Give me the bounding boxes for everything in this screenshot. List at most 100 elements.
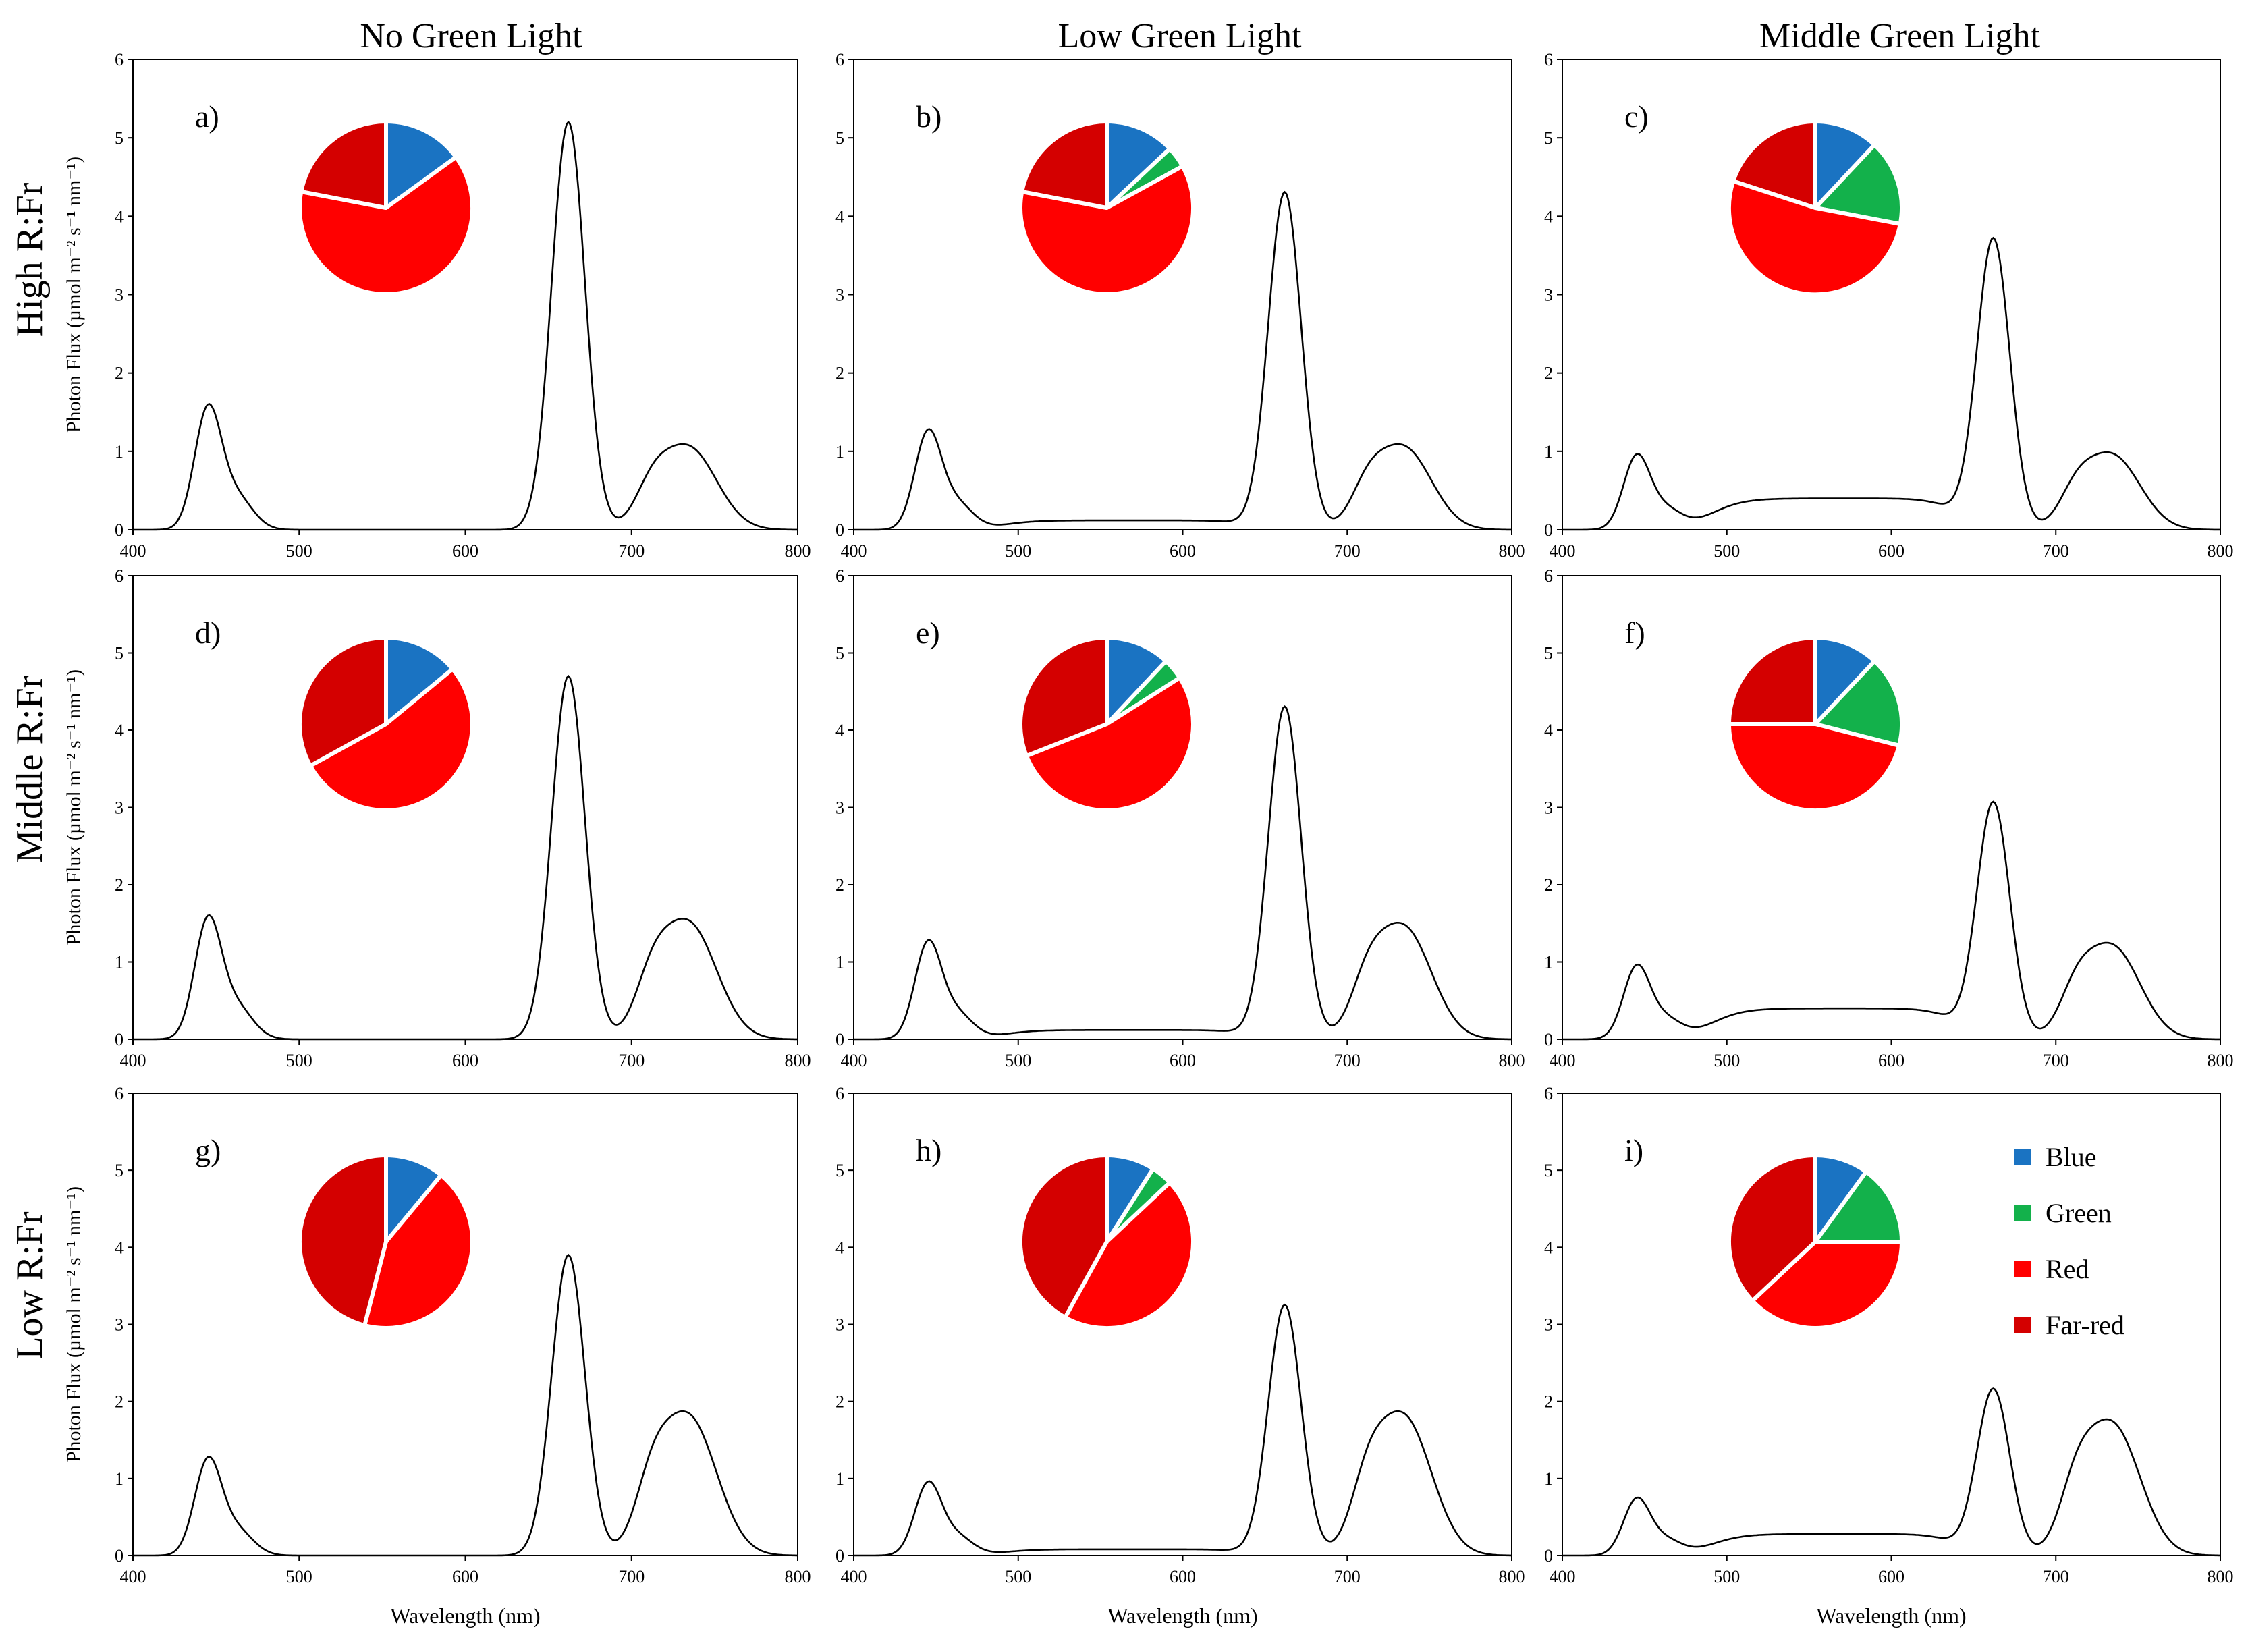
x-tick-label: 500 — [1714, 1567, 1740, 1587]
x-tick-label: 700 — [618, 1051, 645, 1070]
x-tick-label: 800 — [2208, 1051, 2234, 1070]
y-tick-label: 5 — [115, 128, 124, 148]
y-tick-label: 3 — [835, 285, 844, 305]
x-tick-label: 600 — [1170, 541, 1196, 561]
pie-slice-red — [1726, 179, 1902, 297]
plot-frame — [853, 59, 1512, 530]
y-tick-label: 4 — [835, 206, 844, 226]
pie-slice-green — [1813, 1169, 1904, 1244]
pie-slice-red — [298, 155, 474, 297]
pie-slice-green — [1813, 659, 1904, 748]
y-tick-label: 3 — [115, 285, 124, 305]
row-title-middle-rfr: Middle R:Fr — [9, 675, 51, 863]
spectrum-line — [1562, 1387, 2220, 1557]
y-tick-label: 0 — [835, 1030, 844, 1049]
y-tick-label: 2 — [1544, 875, 1553, 895]
spectrum-line — [133, 1253, 798, 1557]
x-tick-label: 600 — [1878, 1051, 1904, 1070]
y-tick-label: 6 — [835, 566, 844, 586]
y-tick-label: 4 — [1544, 1238, 1553, 1257]
y-axis-label: Photon Flux (µmol m⁻² s⁻¹ nm⁻¹) — [63, 157, 85, 433]
row-title-high-rfr: High R:Fr — [9, 182, 51, 337]
plot-frame — [1562, 575, 2221, 1040]
column-title-low-green: Low Green Light — [1058, 17, 1302, 55]
y-tick-label: 4 — [115, 721, 124, 740]
x-tick-label: 600 — [1170, 1051, 1196, 1070]
pie-slice-blue — [1105, 636, 1168, 726]
pie-slice-red — [1750, 1240, 1904, 1330]
pie-slice-blue — [384, 119, 458, 210]
x-tick-label: 700 — [1334, 1051, 1361, 1070]
y-tick-label: 3 — [1544, 1315, 1553, 1335]
y-tick-label: 3 — [835, 798, 844, 818]
x-tick-label: 600 — [1878, 541, 1904, 561]
x-tick-label: 500 — [286, 541, 312, 561]
x-tick-label: 700 — [2043, 541, 2069, 561]
x-tick-label: 400 — [841, 1051, 867, 1070]
x-axis-label: Wavelength (nm) — [1816, 1603, 1966, 1628]
x-tick-label: 400 — [120, 541, 146, 561]
y-tick-label: 2 — [835, 875, 844, 895]
pie-slice-far-red — [1020, 119, 1109, 210]
spectrum-line — [133, 120, 798, 531]
x-tick-label: 700 — [1334, 541, 1361, 561]
pie-slice-far-red — [1727, 636, 1817, 726]
y-tick-label: 5 — [1544, 1161, 1553, 1180]
x-tick-label: 500 — [1714, 541, 1740, 561]
panel-i: 0 1 2 3 4 5 6 400 500 600 700 800 i) Wavelength (nm) — [1544, 1084, 2234, 1628]
x-tick-label: 800 — [785, 541, 811, 561]
x-tick-label: 800 — [1499, 1567, 1525, 1587]
x-tick-label: 400 — [1550, 541, 1576, 561]
panel-letter: e) — [916, 615, 940, 650]
panel-letter: d) — [195, 615, 221, 650]
x-tick-label: 400 — [841, 541, 867, 561]
x-tick-label: 800 — [2208, 1567, 2234, 1587]
panel-c: 0 1 2 3 4 5 6 400 500 600 700 800 c) — [1544, 50, 2234, 561]
y-tick-label: 0 — [835, 520, 844, 540]
panel-g: 0 1 2 3 4 5 6 400 500 600 700 800 g) Photon Flux (µmo… — [63, 1084, 811, 1628]
y-tick-label: 1 — [1544, 953, 1553, 972]
y-tick-label: 0 — [835, 1546, 844, 1566]
y-tick-label: 3 — [115, 798, 124, 818]
row-title-low-rfr: Low R:Fr — [9, 1211, 51, 1360]
y-tick-label: 6 — [115, 566, 124, 586]
column-title-middle-green: Middle Green Light — [1759, 17, 2040, 55]
pie-slice-blue — [1813, 119, 1877, 210]
y-tick-label: 1 — [835, 442, 844, 462]
y-tick-label: 6 — [835, 50, 844, 70]
panel-letter: g) — [195, 1133, 221, 1167]
y-tick-label: 4 — [1544, 721, 1553, 740]
y-tick-label: 1 — [1544, 442, 1553, 462]
x-tick-label: 700 — [2043, 1567, 2069, 1587]
y-tick-label: 6 — [835, 1084, 844, 1103]
y-tick-label: 5 — [835, 128, 844, 148]
x-tick-label: 600 — [452, 541, 478, 561]
spectrum-line — [1562, 800, 2220, 1041]
y-tick-label: 1 — [835, 953, 844, 972]
x-tick-label: 400 — [120, 1567, 146, 1587]
x-tick-label: 800 — [2208, 541, 2234, 561]
x-tick-label: 400 — [1550, 1567, 1576, 1587]
plot-frame — [132, 575, 798, 1040]
y-tick-label: 0 — [1544, 1546, 1553, 1566]
panel-letter: c) — [1624, 99, 1649, 134]
x-tick-label: 700 — [618, 1567, 645, 1587]
y-axis-label: Photon Flux (µmol m⁻² s⁻¹ nm⁻¹) — [63, 1186, 85, 1462]
y-tick-label: 4 — [115, 206, 124, 226]
pie-slice-far-red — [1018, 636, 1109, 759]
legend-label-far-red: Far-red — [2046, 1310, 2124, 1340]
legend-label-red: Red — [2046, 1254, 2089, 1284]
pie-slice-blue — [1105, 119, 1172, 210]
spectrum-line — [854, 705, 1512, 1041]
spectrum-line — [1562, 236, 2220, 531]
y-tick-label: 4 — [835, 721, 844, 740]
y-tick-label: 0 — [115, 520, 124, 540]
y-tick-label: 2 — [835, 364, 844, 383]
panel-letter: h) — [916, 1133, 941, 1167]
y-tick-label: 6 — [1544, 566, 1553, 586]
x-axis-label: Wavelength (nm) — [1107, 1603, 1257, 1628]
panel-e: 0 1 2 3 4 5 6 400 500 600 700 800 e) — [835, 566, 1525, 1070]
y-tick-label: 3 — [115, 1315, 124, 1335]
x-tick-label: 500 — [286, 1567, 312, 1587]
